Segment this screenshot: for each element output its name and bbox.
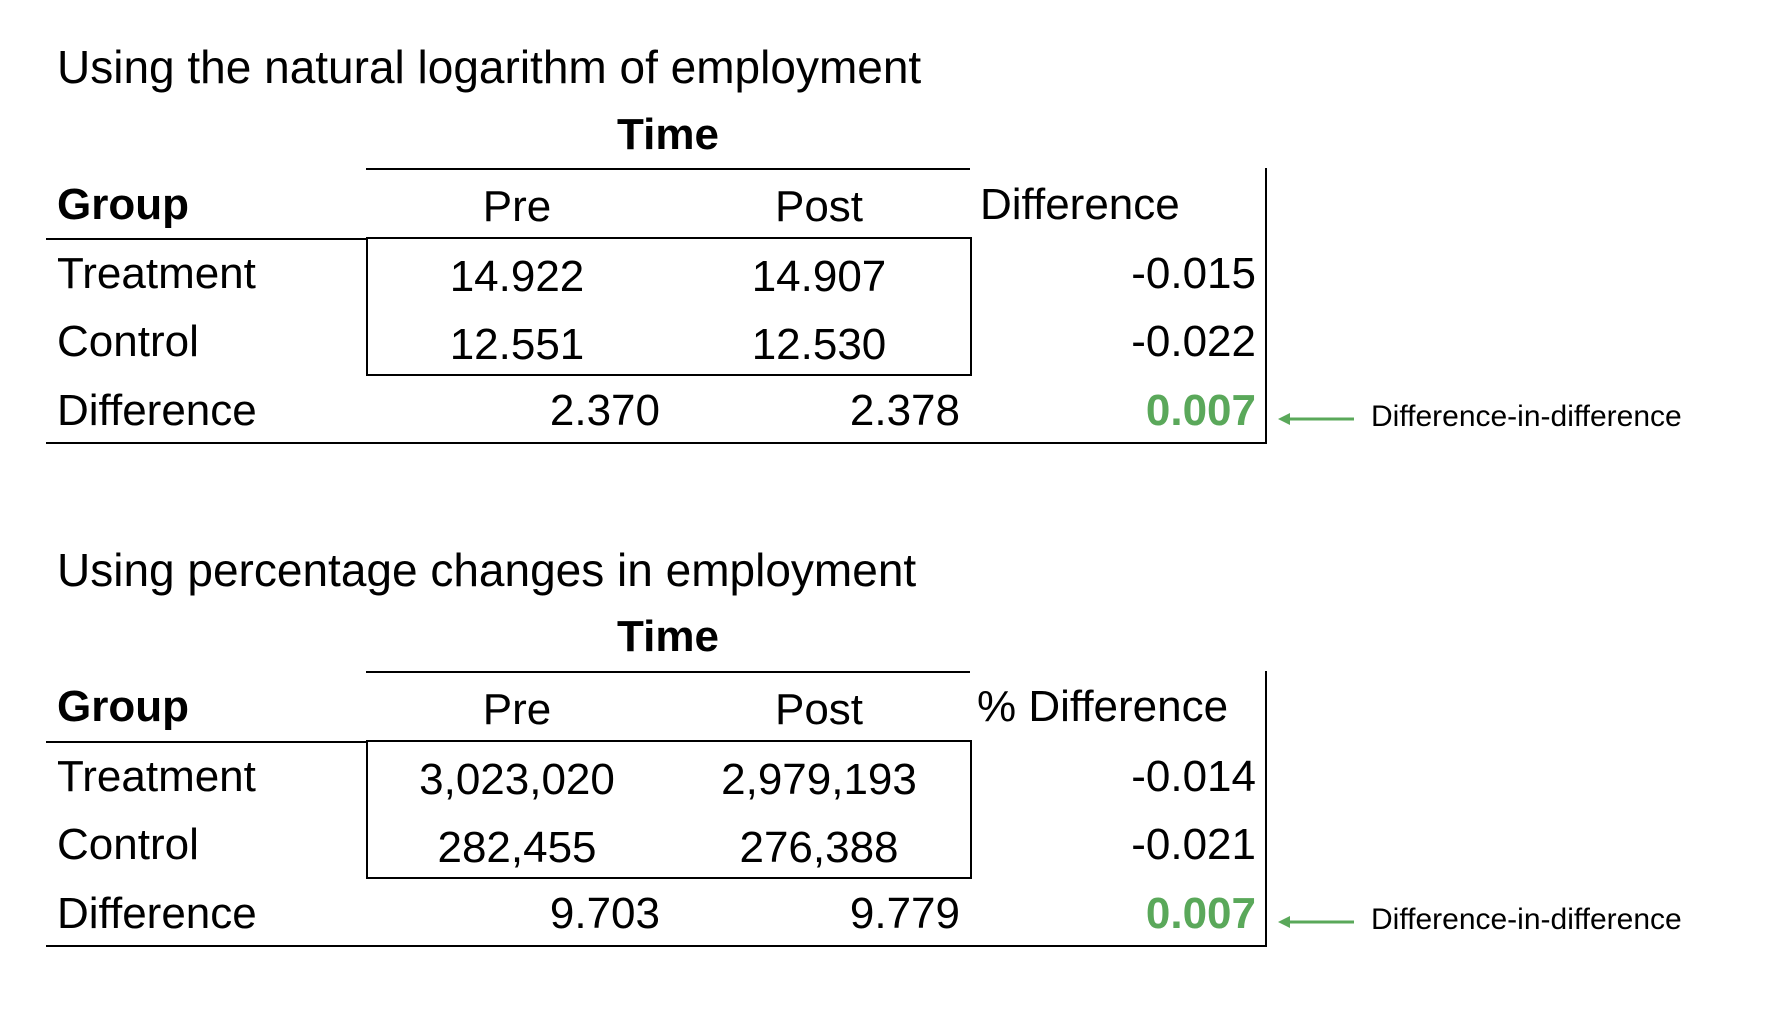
values-box (366, 237, 972, 376)
row-label: Treatment (57, 249, 256, 298)
time-underline (366, 671, 970, 673)
pre-header: Pre (482, 685, 552, 734)
pre-difference: 2.370 (549, 386, 660, 435)
right-rule (1265, 168, 1267, 444)
difference-value: -0.014 (1131, 752, 1256, 801)
post-header: Post (774, 685, 864, 734)
did-value: 0.007 (1145, 889, 1256, 938)
post-difference: 9.779 (849, 889, 960, 938)
right-rule (1265, 671, 1267, 947)
time-header: Time (617, 612, 719, 661)
difference-header: % Difference (977, 682, 1229, 731)
post-value: 276,388 (739, 823, 899, 872)
time-underline (366, 168, 970, 170)
difference-row-label: Difference (57, 386, 257, 435)
left-arrow-icon (1278, 413, 1354, 425)
pre-value: 282,455 (437, 823, 597, 872)
difference-row-label: Difference (57, 889, 257, 938)
bottom-rule (46, 442, 1267, 444)
time-header: Time (617, 110, 719, 159)
group-header: Group (57, 180, 189, 229)
difference-value: -0.021 (1131, 820, 1256, 869)
did-annotation: Difference-in-difference (1371, 400, 1682, 433)
bottom-rule (46, 945, 1267, 947)
post-value: 2,979,193 (721, 755, 917, 804)
group-header: Group (57, 682, 189, 731)
pre-header: Pre (482, 182, 552, 231)
post-difference: 2.378 (849, 386, 960, 435)
pre-difference: 9.703 (549, 889, 660, 938)
left-arrow-icon (1278, 916, 1354, 928)
values-box (366, 740, 972, 879)
header-rule (46, 741, 366, 743)
post-header: Post (774, 182, 864, 231)
pre-value: 3,023,020 (419, 755, 615, 804)
row-label: Control (57, 317, 199, 366)
did-annotation: Difference-in-difference (1371, 903, 1682, 936)
post-value: 12.530 (751, 320, 887, 369)
pre-value: 12.551 (449, 320, 585, 369)
difference-value: -0.015 (1131, 249, 1256, 298)
post-value: 14.907 (751, 252, 887, 301)
header-rule (46, 238, 366, 240)
row-label: Treatment (57, 752, 256, 801)
row-label: Control (57, 820, 199, 869)
difference-value: -0.022 (1131, 317, 1256, 366)
pre-value: 14.922 (449, 252, 585, 301)
difference-header: Difference (980, 180, 1180, 229)
table-title: Using the natural logarithm of employmen… (57, 41, 922, 93)
table-title: Using percentage changes in employment (57, 544, 917, 596)
did-value: 0.007 (1145, 386, 1256, 435)
